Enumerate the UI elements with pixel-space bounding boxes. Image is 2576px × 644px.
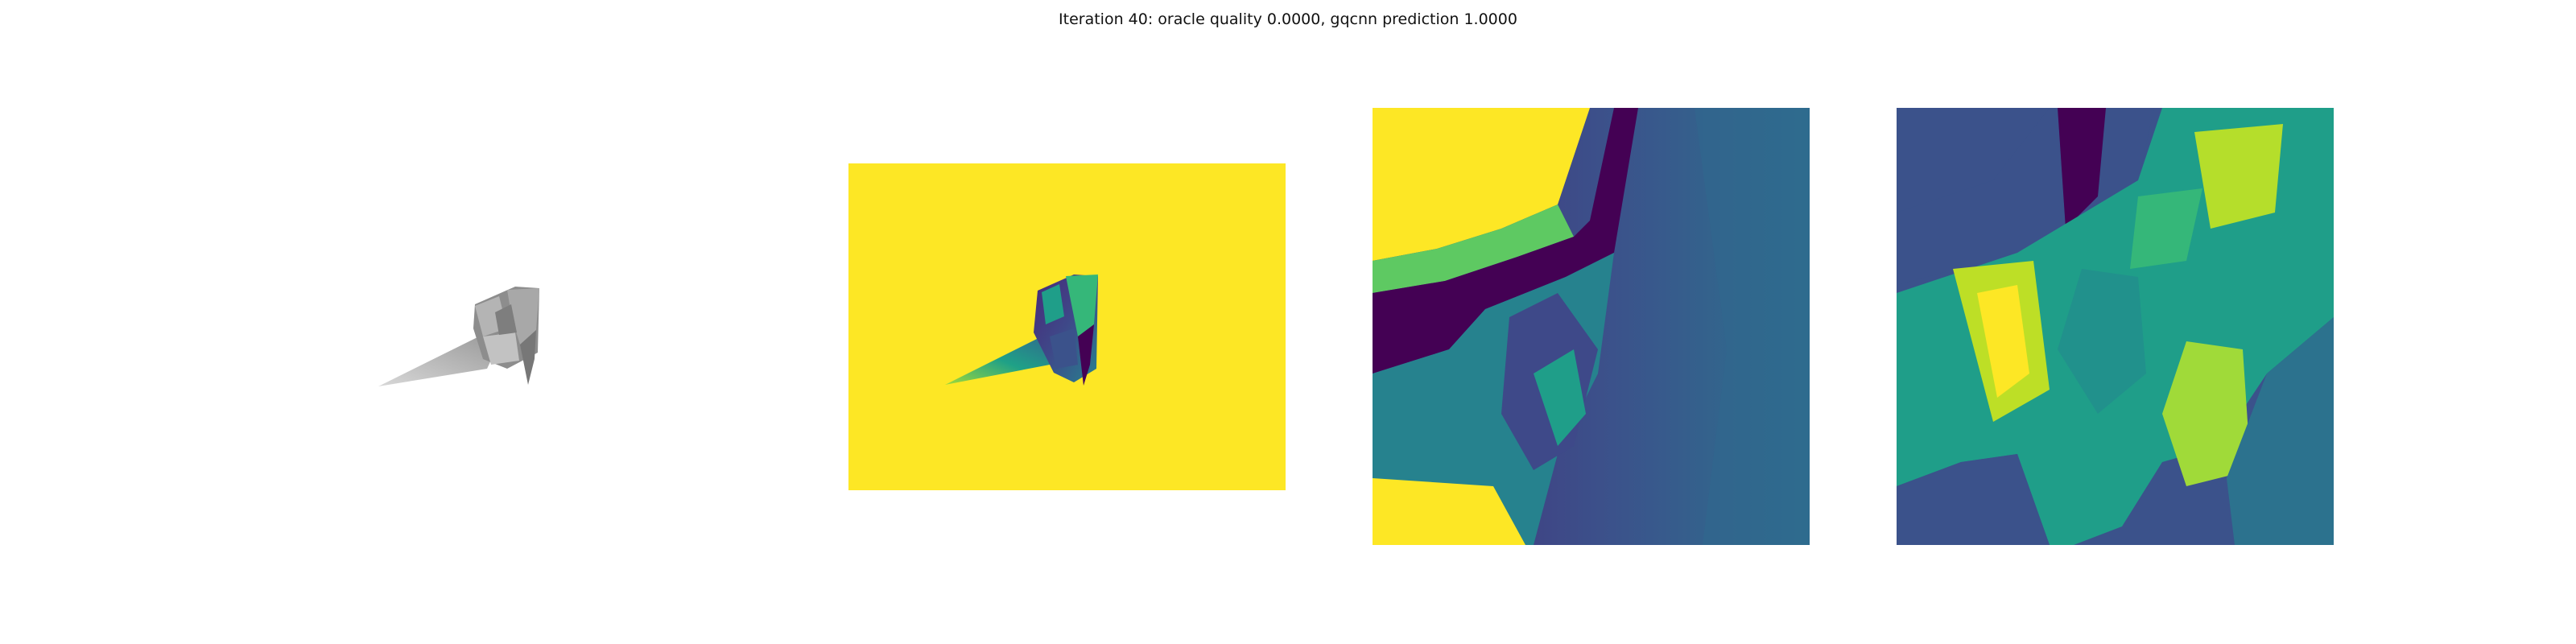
depth-image [848, 163, 1286, 490]
rendered-object-image [378, 287, 539, 386]
grasp-crop-image [1373, 108, 1810, 545]
figure-title: Iteration 40: oracle quality 0.0000, gqc… [1059, 10, 1517, 28]
grasp-crop-image-2 [1897, 108, 2334, 545]
